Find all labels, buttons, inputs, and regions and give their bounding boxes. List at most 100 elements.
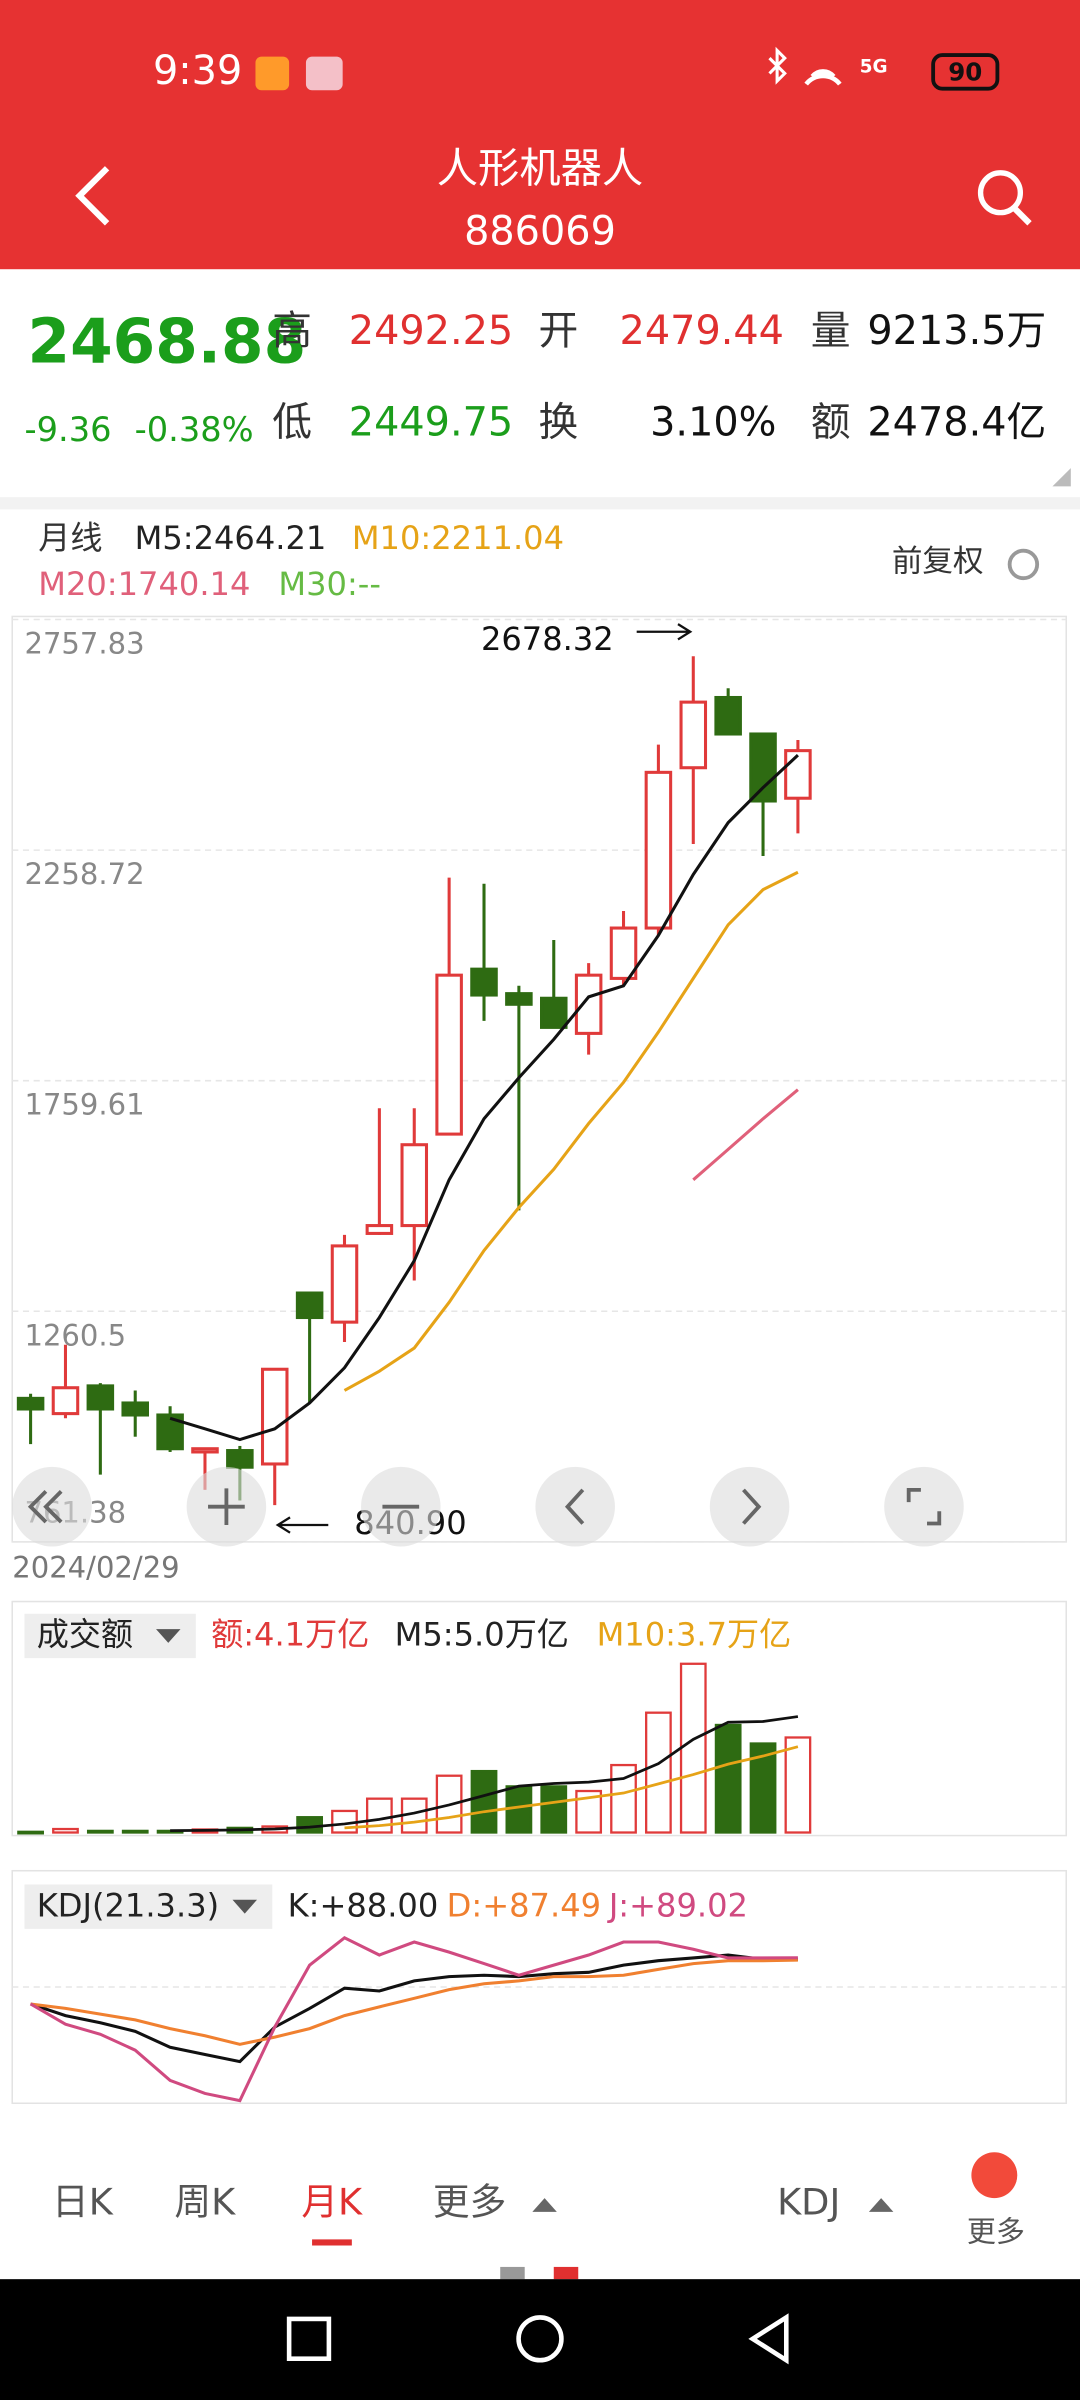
candle-body	[51, 1386, 80, 1416]
candle-body	[435, 973, 463, 1136]
volume-bar	[749, 1742, 777, 1834]
legend-entry: K:+88.00	[288, 1886, 439, 1924]
legend-entry: M30:--	[278, 565, 381, 603]
field-label: 换	[538, 400, 578, 446]
legend-entry: D:+87.49	[447, 1886, 601, 1924]
candle-body	[609, 926, 638, 980]
network: 5G	[860, 56, 888, 77]
nav-back[interactable]	[748, 2313, 789, 2365]
wifi-icon	[804, 69, 842, 86]
annotation-arrow	[275, 1516, 329, 1534]
page-dot	[553, 2266, 579, 2280]
price: 2468.88	[28, 306, 307, 377]
volume-bar	[296, 1816, 324, 1834]
next-button[interactable]	[709, 1466, 790, 1547]
field-label: 额	[811, 400, 851, 446]
indicator-tab[interactable]: KDJ	[777, 2181, 840, 2224]
tab-arrow	[868, 2198, 894, 2212]
corner-mark	[1052, 468, 1071, 487]
candle-body	[749, 732, 777, 803]
tab-arrow	[532, 2198, 557, 2212]
candle-body	[784, 749, 812, 800]
ma-line	[169, 754, 799, 1442]
app-icon	[255, 56, 290, 91]
candle-body	[191, 1447, 219, 1454]
panel-title: 成交额	[37, 1616, 133, 1654]
tab[interactable]: 周K	[174, 2181, 236, 2224]
nav-recents[interactable]	[286, 2316, 332, 2361]
y-tick-label: 1260.5	[24, 1318, 126, 1352]
candle-body	[505, 992, 533, 1006]
separator	[0, 497, 1080, 510]
volume-bar	[86, 1829, 114, 1834]
volume-bar	[540, 1785, 568, 1834]
zoom-in-button[interactable]	[186, 1466, 267, 1547]
candle-body	[644, 770, 673, 930]
adjust-button[interactable]: 前复权	[892, 544, 984, 579]
y-tick-label: 1759.61	[24, 1088, 144, 1122]
scroll-start-button[interactable]	[12, 1466, 92, 1547]
battery-icon	[931, 53, 1000, 91]
ma-line	[30, 1958, 798, 2046]
tab[interactable]: 日K	[52, 2181, 114, 2224]
volume-bar	[784, 1736, 812, 1834]
zoom-out-button[interactable]	[361, 1466, 441, 1547]
app-icon	[305, 56, 343, 91]
settings-button[interactable]	[1007, 548, 1040, 581]
field-label: 高	[272, 308, 312, 354]
header-bg	[0, 0, 1080, 270]
field-value: 2449.75	[349, 400, 513, 446]
candle-body	[365, 1224, 394, 1235]
candle-body	[540, 996, 568, 1029]
y-tick-label: 2258.72	[24, 857, 144, 891]
candle-body	[400, 1143, 429, 1228]
prev-button[interactable]	[535, 1466, 615, 1547]
field-value: 9213.5万	[867, 308, 1046, 354]
ma-line	[30, 1953, 798, 2064]
field-label: 开	[538, 308, 578, 354]
volume-bar	[645, 1711, 672, 1834]
field-value: 2478.4亿	[867, 400, 1046, 446]
legend-entry: M10:2211.04	[352, 519, 564, 557]
tab-bar	[0, 2126, 1080, 2280]
volume-bar	[470, 1769, 498, 1834]
field-value: 3.10%	[650, 400, 776, 446]
tab[interactable]: 更多	[433, 2181, 506, 2224]
change: -9.36	[24, 410, 111, 449]
change-pct: -0.38%	[135, 410, 254, 449]
battery-level: 90	[948, 57, 982, 86]
volume-bar	[52, 1827, 79, 1834]
ma-line	[344, 1745, 799, 1830]
legend-entry: 额:4.1万亿	[211, 1616, 369, 1654]
candle-body	[121, 1401, 149, 1417]
candle-body	[86, 1384, 115, 1411]
kline-frame	[11, 615, 1067, 1543]
legend-entry: M20:1740.14	[38, 565, 250, 603]
candle-body	[295, 1291, 324, 1320]
bluetooth-icon	[768, 46, 787, 85]
status-time: 9:39	[153, 48, 242, 94]
candle-body	[679, 700, 708, 770]
kdj-selector[interactable]	[24, 1884, 273, 1929]
page-dot	[500, 2266, 525, 2280]
candle-body	[330, 1244, 359, 1324]
candle-body	[574, 973, 603, 1035]
y-tick-label: 2757.83	[24, 627, 144, 661]
legend-entry: M10:3.7万亿	[597, 1616, 792, 1654]
candle-body	[470, 967, 498, 997]
volume-bar	[714, 1723, 742, 1834]
search-button[interactable]	[977, 170, 1032, 226]
field-value: 2492.25	[349, 308, 513, 354]
more-icon[interactable]	[971, 2152, 1018, 2199]
field-label: 低	[272, 400, 312, 446]
fullscreen-button[interactable]	[884, 1466, 964, 1547]
more-label[interactable]: 更多	[967, 2214, 1025, 2248]
volume-bar	[679, 1662, 707, 1834]
back-button[interactable]	[75, 166, 110, 226]
tab-active[interactable]: 月K	[301, 2181, 363, 2224]
panel-title: KDJ(21.3.3)	[37, 1886, 219, 1924]
nav-home[interactable]	[516, 2315, 564, 2363]
header-title: 人形机器人	[437, 144, 644, 192]
